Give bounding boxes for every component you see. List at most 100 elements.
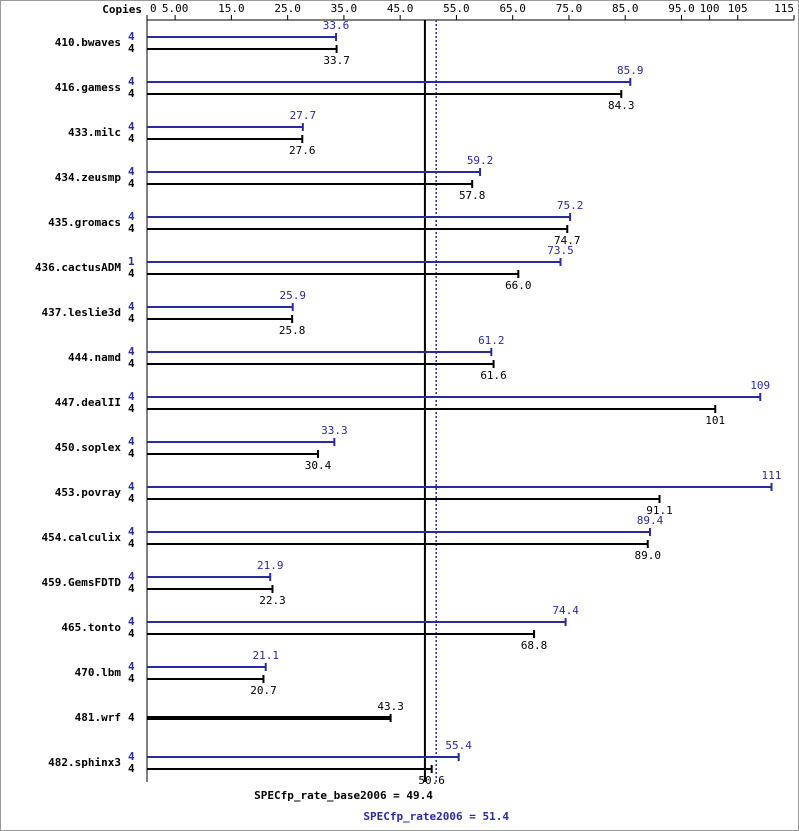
copies-label: 4 xyxy=(128,627,135,640)
copies-label: 1 xyxy=(128,255,135,268)
copies-label: 4 xyxy=(128,480,135,493)
category-label: 459.GemsFDTD xyxy=(42,576,122,589)
value-label: 25.8 xyxy=(279,324,306,337)
value-label: 74.4 xyxy=(552,604,579,617)
value-label: 91.1 xyxy=(646,504,673,517)
value-label: 27.7 xyxy=(290,109,317,122)
copies-label: 4 xyxy=(128,300,135,313)
reference-label: SPECfp_rate2006 = 51.4 xyxy=(363,810,509,823)
category-label: 437.leslie3d xyxy=(42,306,121,319)
copies-label: 4 xyxy=(128,222,135,235)
x-tick-label: 45.0 xyxy=(387,2,414,15)
x-tick-label: 85.0 xyxy=(612,2,639,15)
category-label: 447.dealII xyxy=(55,396,121,409)
category-label: 465.tonto xyxy=(61,621,121,634)
x-tick-label: 35.0 xyxy=(331,2,358,15)
copies-label: 4 xyxy=(128,87,135,100)
category-label: 454.calculix xyxy=(42,531,122,544)
category-label: 433.milc xyxy=(68,126,121,139)
copies-label: 4 xyxy=(128,132,135,145)
x-tick-label: 0 xyxy=(150,2,157,15)
copies-label: 4 xyxy=(128,345,135,358)
x-tick-label: 95.0 xyxy=(668,2,695,15)
copies-label: 4 xyxy=(128,582,135,595)
copies-label: 4 xyxy=(128,615,135,628)
copies-label: 4 xyxy=(128,210,135,223)
x-tick-label: 5.00 xyxy=(162,2,189,15)
copies-label: 4 xyxy=(128,312,135,325)
value-label: 109 xyxy=(750,379,770,392)
value-label: 22.3 xyxy=(259,594,286,607)
x-tick-label: 25.0 xyxy=(274,2,301,15)
copies-label: 4 xyxy=(128,750,135,763)
value-label: 59.2 xyxy=(467,154,494,167)
copies-label: 4 xyxy=(128,525,135,538)
value-label: 61.6 xyxy=(480,369,507,382)
category-label: 453.povray xyxy=(55,486,122,499)
category-label: 416.gamess xyxy=(55,81,121,94)
copies-label: 4 xyxy=(128,165,135,178)
copies-label: 4 xyxy=(128,42,135,55)
value-label: 33.7 xyxy=(323,54,350,67)
value-label: 66.0 xyxy=(505,279,532,292)
value-label: 61.2 xyxy=(478,334,505,347)
value-label: 89.4 xyxy=(637,514,664,527)
x-tick-label: 65.0 xyxy=(499,2,526,15)
value-label: 33.6 xyxy=(323,19,350,32)
value-label: 43.3 xyxy=(377,700,404,713)
x-tick-label: 15.0 xyxy=(218,2,245,15)
copies-label: 4 xyxy=(128,660,135,673)
category-label: 410.bwaves xyxy=(55,36,121,49)
value-label: 21.9 xyxy=(257,559,284,572)
value-label: 55.4 xyxy=(445,739,472,752)
copies-label: 4 xyxy=(128,120,135,133)
copies-label: 4 xyxy=(128,390,135,403)
copies-label: 4 xyxy=(128,672,135,685)
category-label: 436.cactusADM xyxy=(35,261,121,274)
category-label: 481.wrf xyxy=(75,711,121,724)
copies-label: 4 xyxy=(128,711,135,724)
copies-label: 4 xyxy=(128,447,135,460)
value-label: 101 xyxy=(705,414,725,427)
reference-label: SPECfp_rate_base2006 = 49.4 xyxy=(254,789,433,802)
copies-label: 4 xyxy=(128,357,135,370)
category-label: 444.namd xyxy=(68,351,121,364)
category-label: 470.lbm xyxy=(75,666,122,679)
copies-header: Copies xyxy=(102,3,142,16)
value-label: 57.8 xyxy=(459,189,486,202)
value-label: 20.7 xyxy=(250,684,277,697)
copies-label: 4 xyxy=(128,75,135,88)
category-label: 435.gromacs xyxy=(48,216,121,229)
value-label: 33.3 xyxy=(321,424,348,437)
x-tick-label: 100 xyxy=(700,2,720,15)
x-tick-label: 75.0 xyxy=(556,2,583,15)
category-label: 482.sphinx3 xyxy=(48,756,121,769)
copies-label: 4 xyxy=(128,435,135,448)
value-label: 74.7 xyxy=(554,234,581,247)
value-label: 73.5 xyxy=(547,244,574,257)
value-label: 68.8 xyxy=(521,639,548,652)
value-label: 75.2 xyxy=(557,199,584,212)
x-tick-label: 55.0 xyxy=(443,2,470,15)
value-label: 84.3 xyxy=(608,99,635,112)
value-label: 50.6 xyxy=(418,774,445,787)
category-label: 434.zeusmp xyxy=(55,171,122,184)
value-label: 111 xyxy=(762,469,782,482)
x-tick-label: 105 xyxy=(728,2,748,15)
category-label: 450.soplex xyxy=(55,441,122,454)
copies-label: 4 xyxy=(128,402,135,415)
value-label: 21.1 xyxy=(252,649,279,662)
copies-label: 4 xyxy=(128,570,135,583)
value-label: 25.9 xyxy=(279,289,306,302)
copies-label: 4 xyxy=(128,30,135,43)
copies-label: 4 xyxy=(128,762,135,775)
value-label: 89.0 xyxy=(634,549,661,562)
copies-label: 4 xyxy=(128,537,135,550)
copies-label: 4 xyxy=(128,492,135,505)
copies-label: 4 xyxy=(128,267,135,280)
value-label: 27.6 xyxy=(289,144,316,157)
x-tick-label: 115 xyxy=(774,2,794,15)
value-label: 85.9 xyxy=(617,64,644,77)
